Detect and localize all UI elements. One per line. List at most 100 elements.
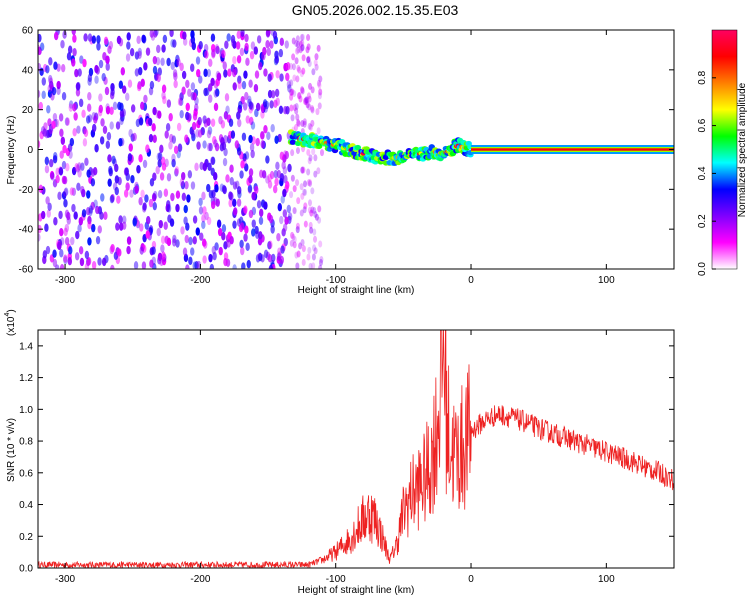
heatmap-cell	[214, 184, 219, 193]
y-tick-label: 0.2	[19, 532, 33, 543]
heatmap-cell	[97, 225, 102, 234]
x-tick-label: -200	[190, 275, 210, 286]
heatmap-cell	[138, 117, 144, 126]
heatmap-cell	[174, 59, 179, 68]
heatmap-cell	[179, 62, 184, 72]
heatmap-cell	[80, 162, 85, 171]
heatmap-cell	[151, 192, 157, 202]
heatmap-cell	[151, 123, 156, 132]
heatmap-cell	[48, 74, 53, 84]
heatmap-cell	[239, 222, 245, 231]
heatmap-cell	[228, 118, 234, 127]
heatmap-cell	[77, 169, 82, 178]
heatmap-cell	[302, 188, 307, 196]
heatmap-cell	[77, 68, 82, 77]
heatmap-cell	[128, 143, 133, 152]
heatmap-cell	[306, 148, 311, 156]
heatmap-cell	[80, 185, 85, 195]
heatmap-cell	[316, 44, 321, 52]
heatmap-cell	[241, 132, 247, 141]
heatmap-cell	[307, 103, 312, 111]
heatmap-cell	[208, 142, 213, 152]
heatmap-cell	[158, 219, 163, 229]
heatmap-cell	[295, 222, 300, 230]
heatmap-cell	[310, 86, 315, 94]
heatmap-cell	[201, 238, 207, 247]
heatmap-cell	[294, 102, 299, 110]
heatmap-cell	[285, 61, 291, 71]
heatmap-cell	[306, 56, 311, 64]
heatmap-cell	[100, 118, 105, 127]
heatmap-cell	[107, 178, 112, 187]
heatmap-cell	[236, 111, 241, 120]
heatmap-cell	[59, 128, 64, 137]
heatmap-cell	[300, 192, 305, 200]
heatmap-cell	[302, 118, 307, 126]
heatmap-cell	[204, 50, 209, 59]
heatmap-cell	[38, 33, 42, 43]
heatmap-cell	[318, 264, 323, 269]
heatmap-cell	[300, 86, 305, 94]
heatmap-cell	[106, 132, 112, 141]
heatmap-cells	[38, 30, 674, 269]
heatmap-cell	[301, 54, 306, 62]
heatmap-cell	[84, 250, 90, 260]
heatmap-cell	[311, 253, 316, 261]
heatmap-cell	[276, 169, 282, 179]
heatmap-cell	[114, 186, 119, 196]
heatmap-cell	[41, 77, 46, 86]
colorbar-label: Normalized spectral amplitude	[737, 82, 748, 217]
heatmap-cell	[148, 133, 154, 143]
heatmap-cell	[310, 106, 315, 114]
heatmap-cell	[211, 48, 216, 58]
heatmap-cell	[127, 153, 133, 162]
colorbar-tick-label: 0.2	[697, 214, 708, 228]
heatmap-cell	[162, 95, 167, 105]
heatmap-cell	[118, 80, 124, 89]
heatmap-cell	[295, 262, 300, 269]
heatmap-cell	[75, 88, 81, 97]
heatmap-cell	[74, 162, 79, 172]
heatmap-cell	[59, 249, 64, 258]
heatmap-cell	[223, 69, 228, 78]
heatmap-cell	[249, 143, 255, 152]
heatmap-cell	[38, 101, 43, 111]
heatmap-cell	[87, 73, 93, 83]
heatmap-cell	[232, 68, 237, 78]
heatmap-cell	[173, 79, 178, 89]
heatmap-cell	[128, 129, 133, 138]
heatmap-cell	[130, 104, 136, 113]
heatmap-cell	[202, 162, 208, 172]
heatmap-cell	[296, 119, 301, 127]
heatmap-cell	[207, 83, 213, 92]
heatmap-cell	[41, 90, 46, 100]
heatmap-cell	[55, 174, 60, 184]
heatmap-cell	[300, 120, 305, 128]
heatmap-cell	[216, 72, 222, 81]
heatmap-cell	[285, 180, 290, 190]
heatmap-cell	[115, 222, 120, 231]
heatmap-cell	[192, 236, 197, 245]
heatmap-cell	[149, 178, 155, 187]
heatmap-cell	[210, 33, 216, 42]
heatmap-cell	[184, 181, 189, 190]
y-tick-label: -20	[19, 185, 34, 196]
heatmap-cell	[198, 41, 203, 50]
heatmap-cell	[295, 35, 300, 43]
heatmap-cell	[239, 170, 244, 179]
heatmap-cell	[237, 80, 242, 90]
heatmap-cell	[311, 148, 316, 156]
x-tick-label: 0	[468, 275, 474, 286]
heatmap-cell	[148, 198, 154, 208]
heatmap-cell	[168, 141, 173, 150]
heatmap-cell	[63, 254, 68, 263]
heatmap-cell	[60, 40, 65, 49]
heatmap-cell	[72, 128, 77, 137]
heatmap-cell	[243, 233, 248, 242]
heatmap-cell	[104, 86, 110, 96]
heatmap-cell	[110, 264, 115, 269]
heatmap-cell	[306, 43, 311, 51]
heatmap-cell	[255, 137, 260, 147]
heatmap-cell	[292, 104, 297, 112]
heatmap-cell	[180, 180, 186, 190]
